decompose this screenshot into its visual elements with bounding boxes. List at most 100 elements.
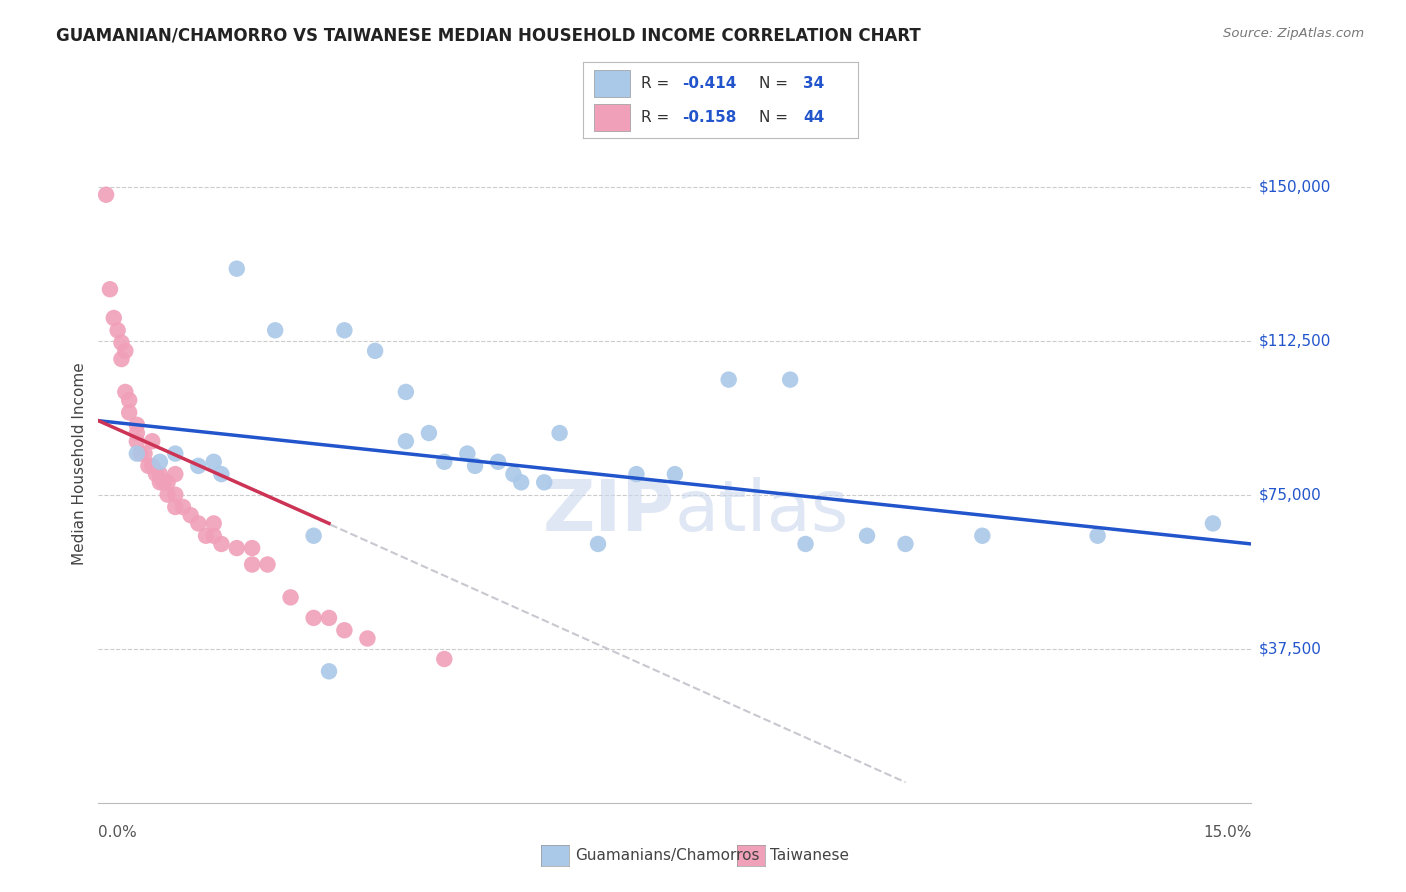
Point (118, 405, 141, 419)
Text: $112,500: $112,500 (1258, 333, 1330, 348)
Point (356, 632, 378, 646)
Point (152, 475, 174, 490)
Y-axis label: Median Household Income: Median Household Income (72, 362, 87, 566)
Point (145, 467, 167, 482)
Point (256, 558, 278, 572)
Text: ZIP: ZIP (543, 477, 675, 546)
Point (114, 384, 136, 399)
Point (195, 529, 218, 543)
Point (225, 541, 247, 555)
Point (1202, 516, 1225, 531)
Text: R =: R = (641, 110, 675, 125)
Point (125, 425, 148, 440)
Point (149, 475, 172, 490)
Point (165, 500, 187, 514)
Point (395, 434, 418, 449)
Point (302, 611, 325, 625)
Point (125, 434, 148, 449)
Point (333, 323, 356, 337)
Text: 34: 34 (803, 76, 824, 91)
Point (165, 488, 187, 502)
Point (114, 343, 136, 358)
Point (202, 516, 225, 531)
Point (94, 187, 117, 202)
Text: Taiwanese: Taiwanese (770, 848, 849, 863)
Point (418, 425, 440, 440)
Text: GUAMANIAN/CHAMORRO VS TAIWANESE MEDIAN HOUSEHOLD INCOME CORRELATION CHART: GUAMANIAN/CHAMORRO VS TAIWANESE MEDIAN H… (56, 27, 921, 45)
Point (856, 529, 879, 543)
Point (1087, 529, 1109, 543)
Point (280, 591, 302, 605)
Text: Guamanians/Chamorros: Guamanians/Chamorros (575, 848, 759, 863)
Point (333, 624, 356, 638)
Point (149, 455, 172, 469)
Point (510, 475, 533, 490)
Point (141, 458, 163, 473)
Point (548, 425, 571, 440)
Point (110, 352, 132, 367)
Point (172, 500, 194, 514)
Point (586, 537, 609, 551)
Point (125, 417, 148, 432)
Point (129, 446, 152, 460)
Point (626, 467, 648, 482)
Text: R =: R = (641, 76, 675, 91)
Point (134, 446, 156, 460)
Text: 0.0%: 0.0% (98, 825, 138, 840)
Point (240, 558, 263, 572)
Text: Source: ZipAtlas.com: Source: ZipAtlas.com (1223, 27, 1364, 40)
Bar (595, 104, 630, 130)
Text: N =: N = (759, 110, 793, 125)
Point (103, 310, 125, 325)
Point (156, 475, 179, 490)
Point (118, 393, 141, 408)
Point (107, 323, 129, 337)
Text: -0.158: -0.158 (682, 110, 737, 125)
Point (110, 335, 132, 350)
Point (180, 508, 202, 523)
Point (502, 467, 524, 482)
Point (364, 343, 387, 358)
Point (794, 537, 817, 551)
Point (779, 373, 801, 387)
Text: N =: N = (759, 76, 793, 91)
Point (486, 455, 509, 469)
Point (433, 652, 456, 666)
Text: $37,500: $37,500 (1258, 641, 1322, 657)
Text: $75,000: $75,000 (1258, 487, 1322, 502)
Point (138, 458, 160, 473)
Text: 15.0%: 15.0% (1204, 825, 1251, 840)
Point (202, 529, 225, 543)
Text: $150,000: $150,000 (1258, 179, 1330, 194)
Point (141, 434, 163, 449)
Text: atlas: atlas (675, 477, 849, 546)
Point (318, 611, 340, 625)
Text: 44: 44 (803, 110, 824, 125)
Point (202, 455, 225, 469)
Point (894, 537, 917, 551)
Point (187, 458, 209, 473)
Bar (595, 70, 630, 96)
Point (187, 516, 209, 531)
Text: -0.414: -0.414 (682, 76, 737, 91)
Point (225, 261, 247, 276)
Point (302, 529, 325, 543)
Point (664, 467, 686, 482)
Point (456, 446, 478, 460)
Point (717, 373, 740, 387)
Point (318, 665, 340, 679)
Point (125, 446, 148, 460)
Point (395, 384, 418, 399)
Point (149, 467, 172, 482)
Point (264, 323, 287, 337)
Point (165, 467, 187, 482)
Point (156, 488, 179, 502)
Point (209, 467, 232, 482)
Point (433, 455, 456, 469)
Point (533, 475, 555, 490)
Point (165, 446, 187, 460)
Point (209, 537, 232, 551)
Point (972, 529, 994, 543)
Point (240, 541, 263, 555)
Point (464, 458, 486, 473)
